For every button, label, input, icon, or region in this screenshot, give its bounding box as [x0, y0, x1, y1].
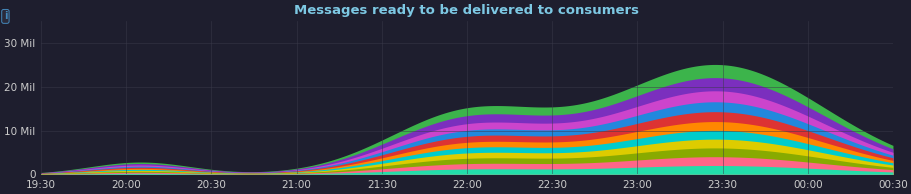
Text: i: i — [4, 11, 7, 21]
Title: Messages ready to be delivered to consumers: Messages ready to be delivered to consum… — [294, 4, 639, 17]
